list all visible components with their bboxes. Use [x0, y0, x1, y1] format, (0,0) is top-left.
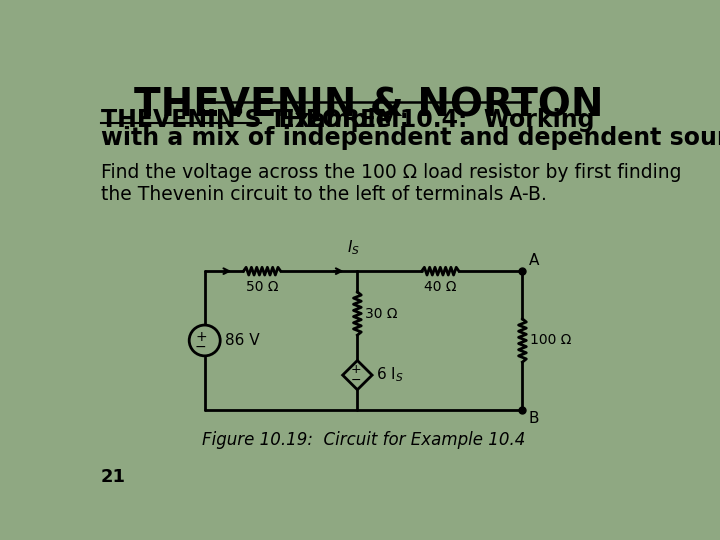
Text: A: A — [528, 253, 539, 268]
Text: +: + — [195, 329, 207, 343]
Text: Figure 10.19:  Circuit for Example 10.4: Figure 10.19: Circuit for Example 10.4 — [202, 431, 526, 449]
Text: I$_S$: I$_S$ — [347, 239, 360, 257]
Text: THEVENIN & NORTON: THEVENIN & NORTON — [134, 86, 604, 124]
Text: 100 Ω: 100 Ω — [530, 334, 572, 347]
Text: 6 I$_S$: 6 I$_S$ — [376, 366, 404, 384]
Text: Find the voltage across the 100 Ω load resistor by first finding
the Thevenin ci: Find the voltage across the 100 Ω load r… — [101, 164, 681, 204]
Text: +: + — [351, 363, 361, 376]
Text: 40 Ω: 40 Ω — [424, 280, 456, 294]
Text: −: − — [195, 340, 207, 354]
Text: 21: 21 — [101, 468, 126, 487]
Text: 86 V: 86 V — [225, 333, 259, 348]
Text: −: − — [351, 374, 361, 387]
Text: 30 Ω: 30 Ω — [365, 307, 397, 321]
Text: B: B — [528, 411, 539, 426]
Text: THEVENIN’S THEOREM:: THEVENIN’S THEOREM: — [101, 108, 409, 132]
Text: with a mix of independent and dependent sources.: with a mix of independent and dependent … — [101, 126, 720, 150]
Text: 50 Ω: 50 Ω — [246, 280, 279, 294]
Text: Example 10.4:  Working: Example 10.4: Working — [262, 108, 595, 132]
